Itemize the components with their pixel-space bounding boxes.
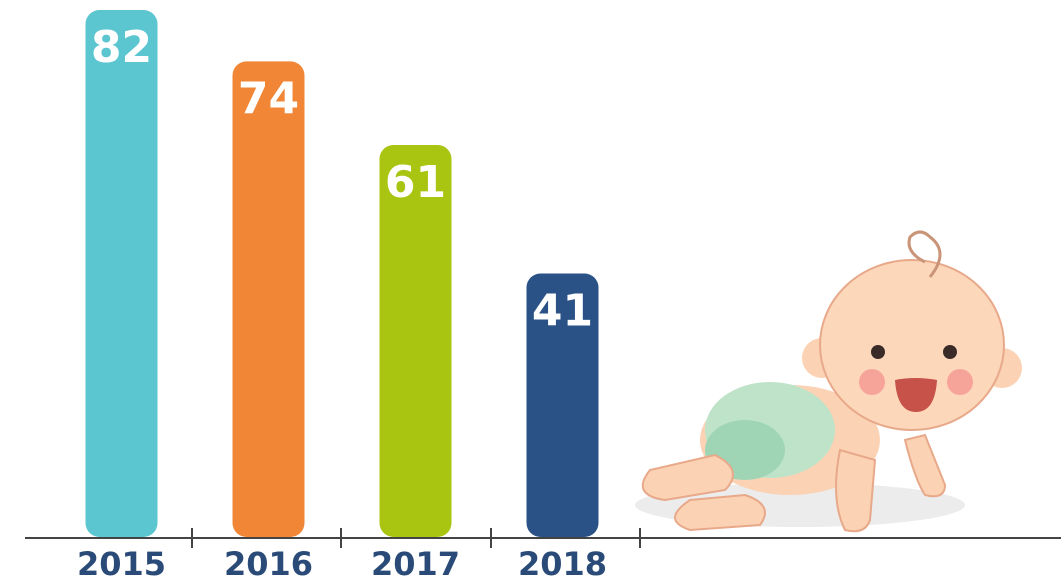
value-label: 82 <box>91 22 152 73</box>
value-label: 61 <box>385 157 446 208</box>
x-tick-label: 2015 <box>77 545 166 580</box>
x-tick-label: 2017 <box>371 545 460 580</box>
value-label: 41 <box>532 286 593 337</box>
chart: 82 2015 74 2016 61 2017 41 2018 <box>0 0 1061 580</box>
baby-illustration <box>635 232 1022 531</box>
x-tick-label: 2018 <box>518 545 607 580</box>
bar <box>86 10 158 537</box>
value-label: 74 <box>238 73 299 124</box>
bar <box>233 61 305 537</box>
x-tick-label: 2016 <box>224 545 313 580</box>
